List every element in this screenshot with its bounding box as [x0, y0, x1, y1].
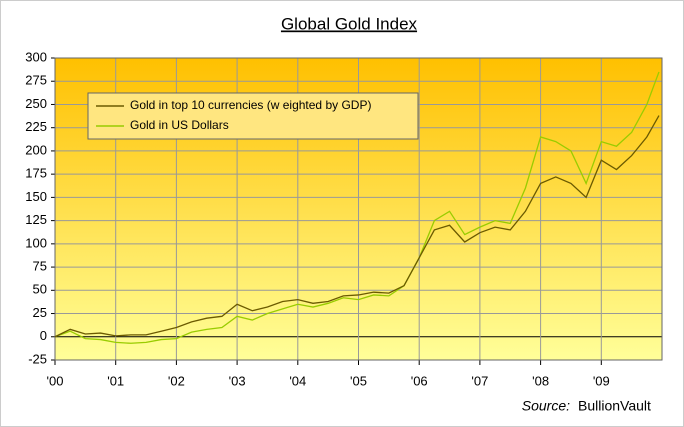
x-tick-label: '07: [471, 373, 488, 388]
x-tick-label: '04: [289, 373, 306, 388]
y-tick-label: 200: [25, 142, 47, 157]
y-tick-label: 275: [25, 73, 47, 88]
x-tick-label: '00: [47, 373, 64, 388]
y-tick-label: 150: [25, 189, 47, 204]
x-tick-label: '01: [107, 373, 124, 388]
y-tick-label: 0: [40, 328, 47, 343]
x-tick-label: '09: [593, 373, 610, 388]
chart-title: Global Gold Index: [281, 14, 418, 33]
x-tick-label: '08: [532, 373, 549, 388]
plot-border: [54, 57, 663, 361]
x-tick-label: '05: [350, 373, 367, 388]
y-tick-label: 175: [25, 166, 47, 181]
series-line: [54, 71, 660, 344]
x-tick-label: '03: [229, 373, 246, 388]
x-tick-label: '02: [168, 373, 185, 388]
y-tick-label: 50: [33, 282, 47, 297]
y-tick-label: 225: [25, 119, 47, 134]
x-tick-label: '06: [411, 373, 428, 388]
y-tick-label: 25: [33, 305, 47, 320]
y-tick-label: 75: [33, 259, 47, 274]
legend-box: [87, 92, 419, 140]
y-tick-label: 250: [25, 96, 47, 111]
source-label: Source:: [522, 398, 570, 414]
y-tick-label: -25: [28, 351, 47, 366]
y-tick-label: 300: [25, 49, 47, 64]
source: BullionVault: [578, 398, 651, 414]
legend-label: Gold in top 10 currencies (w eighted by …: [130, 98, 371, 112]
legend-label: Gold in US Dollars: [130, 118, 229, 132]
y-tick-label: 125: [25, 212, 47, 227]
series-line: [54, 115, 660, 338]
y-tick-label: 100: [25, 235, 47, 250]
